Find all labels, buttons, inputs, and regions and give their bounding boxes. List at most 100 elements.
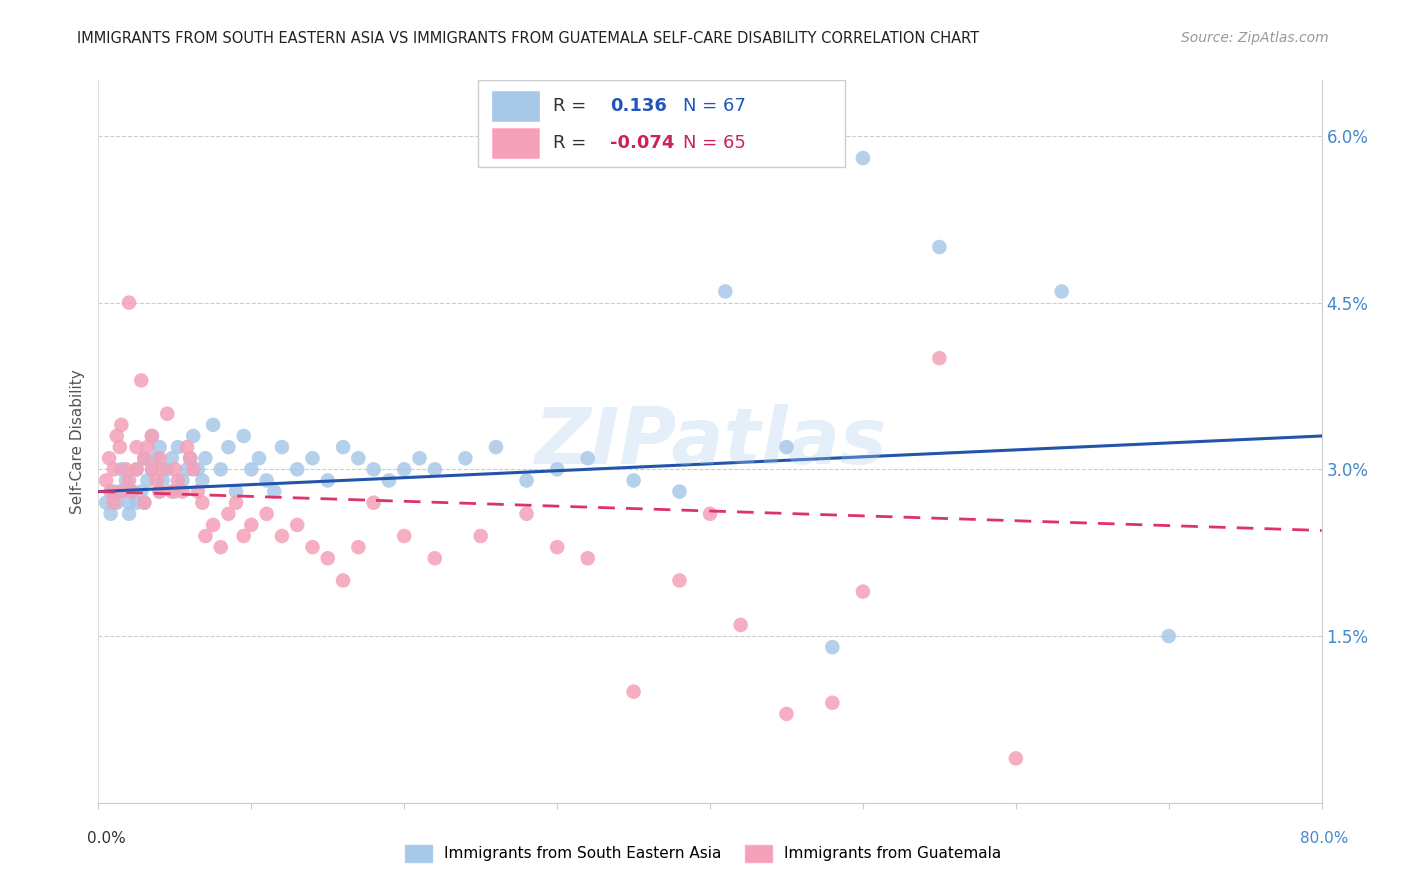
Point bbox=[301, 540, 323, 554]
Point bbox=[270, 440, 292, 454]
Point bbox=[110, 417, 132, 432]
Point bbox=[134, 496, 156, 510]
Point bbox=[145, 474, 167, 488]
Point bbox=[423, 462, 446, 476]
Point bbox=[209, 540, 232, 554]
Point bbox=[136, 474, 159, 488]
Point bbox=[110, 484, 132, 499]
Point bbox=[256, 507, 278, 521]
Bar bbox=[492, 91, 538, 121]
Point bbox=[347, 451, 370, 466]
Point bbox=[485, 440, 508, 454]
Point bbox=[821, 696, 844, 710]
Point bbox=[103, 496, 125, 510]
Point bbox=[928, 351, 950, 366]
Point bbox=[141, 429, 163, 443]
Text: R =: R = bbox=[554, 97, 586, 115]
Point bbox=[125, 440, 148, 454]
Point bbox=[100, 484, 122, 499]
Point bbox=[408, 451, 430, 466]
Point bbox=[378, 474, 401, 488]
Point bbox=[94, 474, 117, 488]
Point bbox=[316, 551, 339, 566]
Point bbox=[1004, 751, 1026, 765]
Point bbox=[775, 706, 797, 721]
Point bbox=[699, 507, 721, 521]
Text: 0.136: 0.136 bbox=[610, 97, 666, 115]
Point bbox=[191, 474, 214, 488]
Point bbox=[187, 462, 209, 476]
Point bbox=[129, 484, 152, 499]
Point bbox=[121, 484, 143, 499]
Point bbox=[141, 429, 163, 443]
Point bbox=[668, 574, 690, 588]
Point bbox=[110, 484, 132, 499]
Point bbox=[145, 451, 167, 466]
Point bbox=[546, 540, 568, 554]
Point bbox=[149, 451, 172, 466]
Point bbox=[470, 529, 492, 543]
Point bbox=[285, 517, 308, 532]
Point bbox=[118, 474, 141, 488]
Point bbox=[668, 484, 690, 499]
Point bbox=[240, 462, 263, 476]
Point bbox=[928, 240, 950, 254]
Point bbox=[100, 507, 122, 521]
Point bbox=[194, 451, 217, 466]
Point bbox=[152, 474, 174, 488]
Text: N = 65: N = 65 bbox=[683, 134, 747, 153]
Point bbox=[316, 474, 339, 488]
Point bbox=[160, 484, 183, 499]
Point bbox=[103, 462, 125, 476]
Point bbox=[347, 540, 370, 554]
Point bbox=[852, 584, 875, 599]
Point bbox=[181, 429, 204, 443]
Point bbox=[149, 440, 172, 454]
Point bbox=[167, 474, 190, 488]
Point bbox=[775, 440, 797, 454]
Text: ZIPatlas: ZIPatlas bbox=[534, 403, 886, 480]
Point bbox=[121, 484, 143, 499]
Point bbox=[136, 440, 159, 454]
Point bbox=[176, 440, 198, 454]
Point bbox=[163, 462, 186, 476]
Point bbox=[332, 574, 354, 588]
Point bbox=[160, 451, 183, 466]
Point bbox=[149, 484, 172, 499]
Point bbox=[108, 440, 131, 454]
Point bbox=[714, 285, 737, 299]
Point bbox=[821, 640, 844, 655]
Point bbox=[179, 451, 201, 466]
Point bbox=[247, 451, 270, 466]
Y-axis label: Self-Care Disability: Self-Care Disability bbox=[69, 369, 84, 514]
Point bbox=[852, 151, 875, 165]
Point bbox=[270, 529, 292, 543]
Point bbox=[1157, 629, 1180, 643]
Point bbox=[179, 451, 201, 466]
Point bbox=[454, 451, 477, 466]
Point bbox=[240, 517, 263, 532]
Point bbox=[103, 484, 125, 499]
Point bbox=[516, 474, 538, 488]
Point bbox=[392, 529, 416, 543]
Point bbox=[118, 507, 141, 521]
Point bbox=[423, 551, 446, 566]
Text: 80.0%: 80.0% bbox=[1301, 831, 1348, 846]
Point bbox=[141, 462, 163, 476]
Point bbox=[225, 496, 247, 510]
Point bbox=[125, 462, 148, 476]
Point bbox=[363, 496, 385, 510]
Point bbox=[134, 451, 156, 466]
Point bbox=[363, 462, 385, 476]
Point bbox=[623, 474, 645, 488]
Point bbox=[576, 551, 599, 566]
Point bbox=[263, 484, 285, 499]
Point bbox=[125, 496, 148, 510]
Point bbox=[163, 484, 186, 499]
Point bbox=[301, 451, 323, 466]
Point bbox=[115, 462, 138, 476]
Text: IMMIGRANTS FROM SOUTH EASTERN ASIA VS IMMIGRANTS FROM GUATEMALA SELF-CARE DISABI: IMMIGRANTS FROM SOUTH EASTERN ASIA VS IM… bbox=[77, 31, 980, 46]
Text: Source: ZipAtlas.com: Source: ZipAtlas.com bbox=[1181, 31, 1329, 45]
Point bbox=[516, 507, 538, 521]
Point bbox=[98, 451, 121, 466]
